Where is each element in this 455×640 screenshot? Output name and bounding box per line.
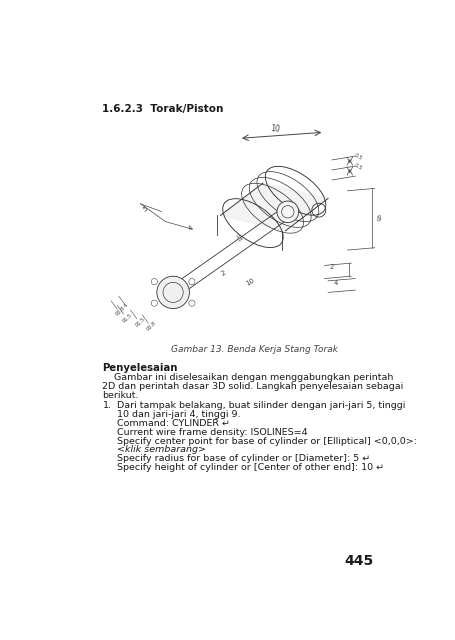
Text: 1.6.2.3  Torak/Piston: 1.6.2.3 Torak/Piston (102, 104, 223, 114)
Text: 4: 4 (187, 225, 194, 232)
Text: Specify radius for base of cylinder or [Diameter]: 5 ↵: Specify radius for base of cylinder or [… (117, 454, 370, 463)
Text: R1.5: R1.5 (134, 317, 146, 328)
Text: 10 dan jari-jari 4, tinggi 9.: 10 dan jari-jari 4, tinggi 9. (117, 410, 241, 419)
Ellipse shape (277, 201, 298, 223)
Text: Specify height of cylinder or [Center of other end]: 10 ↵: Specify height of cylinder or [Center of… (117, 463, 384, 472)
Text: Specify center point for base of cylinder or [Elliptical] <0,0,0>:: Specify center point for base of cylinde… (117, 436, 417, 445)
Text: 2: 2 (220, 269, 227, 276)
Text: R0.8: R0.8 (115, 305, 126, 317)
Text: 10: 10 (244, 278, 255, 287)
Text: berikut.: berikut. (102, 390, 138, 400)
Text: 0.5: 0.5 (353, 163, 363, 171)
Text: 1.: 1. (103, 401, 112, 410)
Text: R1.5: R1.5 (121, 313, 132, 324)
Text: Command: CYLINDER ↵: Command: CYLINDER ↵ (117, 419, 230, 428)
Text: 0.5: 0.5 (353, 152, 363, 161)
Text: Penyelesaian: Penyelesaian (102, 364, 177, 373)
Text: R0.8: R0.8 (146, 321, 157, 332)
Text: Dari tampak belakang, buat silinder dengan jari-jari 5, tinggi: Dari tampak belakang, buat silinder deng… (117, 401, 406, 410)
Text: 4: 4 (334, 280, 338, 285)
Text: 10: 10 (270, 124, 281, 134)
Text: <klik sembarang>: <klik sembarang> (117, 445, 206, 454)
Text: Gambar ini diselesaikan dengan menggabungkan perintah: Gambar ini diselesaikan dengan menggabun… (102, 373, 393, 382)
Text: 4: 4 (123, 303, 129, 308)
Text: 0.5: 0.5 (233, 233, 242, 243)
Text: 445: 445 (344, 554, 374, 568)
Text: Current wire frame density: ISOLINES=4: Current wire frame density: ISOLINES=4 (117, 428, 308, 436)
Polygon shape (220, 183, 328, 231)
Text: 2: 2 (330, 264, 334, 270)
Text: 2D dan perintah dasar 3D solid. Langkah penyelesaian sebagai: 2D dan perintah dasar 3D solid. Langkah … (102, 382, 403, 391)
Text: 95: 95 (374, 214, 380, 221)
Text: 5: 5 (142, 205, 149, 212)
Ellipse shape (157, 276, 189, 308)
Text: Gambar 13. Benda Kerja Stang Torak: Gambar 13. Benda Kerja Stang Torak (171, 345, 338, 354)
